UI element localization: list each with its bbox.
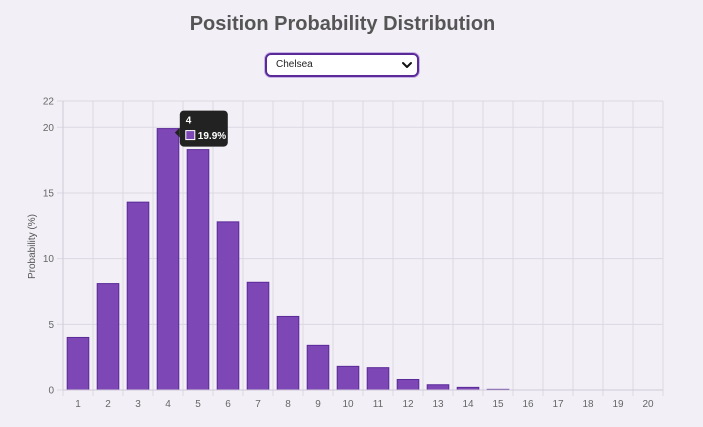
x-tick-label: 12 [402, 399, 414, 410]
page-title: Position Probability Distribution [189, 13, 496, 35]
x-tick-label: 1 [75, 399, 81, 410]
x-tick-label: 9 [315, 399, 321, 410]
x-tick-label: 15 [492, 399, 504, 410]
bar-position-4[interactable] [156, 128, 180, 391]
x-tick-label: 14 [462, 399, 474, 410]
bar-position-5[interactable] [186, 149, 210, 391]
x-tick-label: 5 [195, 399, 201, 410]
tooltip-swatch [185, 130, 196, 141]
bar-position-7[interactable] [246, 281, 270, 391]
x-tick-label: 20 [642, 399, 654, 410]
chevron-down-icon [402, 62, 412, 68]
y-tick-label: 20 [43, 123, 55, 134]
bar-position-1[interactable] [66, 336, 90, 391]
x-tick-label: 4 [165, 399, 171, 410]
y-axis-title: Probability (%) [27, 214, 38, 279]
bar-position-13[interactable] [426, 384, 450, 391]
x-tick-label: 7 [255, 399, 261, 410]
y-tick-label: 10 [43, 254, 55, 265]
team-select-value: Chelsea [276, 59, 313, 70]
x-tick-label: 3 [135, 399, 141, 410]
tooltip: 4 19.9% [174, 110, 228, 147]
bar-position-3[interactable] [126, 201, 150, 391]
x-tick-label: 2 [105, 399, 111, 410]
tooltip-value: 19.9% [198, 131, 226, 142]
y-tick-label: 0 [48, 386, 54, 397]
tooltip-caret [174, 127, 180, 138]
bar-position-2[interactable] [96, 283, 120, 391]
bar-position-11[interactable] [366, 367, 390, 391]
x-tick-label: 13 [432, 399, 444, 410]
x-tick-label: 16 [522, 399, 534, 410]
y-tick-label: 5 [48, 320, 54, 331]
bar-position-12[interactable] [396, 378, 420, 391]
x-tick-label: 11 [373, 399, 384, 410]
x-tick-label: 18 [582, 399, 594, 410]
x-tick-label: 8 [285, 399, 291, 410]
y-tick-label: 15 [43, 188, 55, 199]
tooltip-title: 4 [186, 116, 192, 127]
bars [66, 128, 510, 391]
bar-position-10[interactable] [336, 365, 360, 391]
bar-position-6[interactable] [216, 221, 240, 391]
team-select[interactable]: Chelsea [265, 53, 419, 77]
bar-position-9[interactable] [306, 344, 330, 391]
grid-lines [62, 100, 664, 396]
x-tick-label: 10 [342, 399, 354, 410]
x-tick-label: 17 [552, 399, 564, 410]
y-tick-label: 22 [43, 97, 55, 108]
x-tick-label: 6 [225, 399, 231, 410]
bar-position-8[interactable] [276, 315, 300, 391]
x-tick-label: 19 [612, 399, 624, 410]
